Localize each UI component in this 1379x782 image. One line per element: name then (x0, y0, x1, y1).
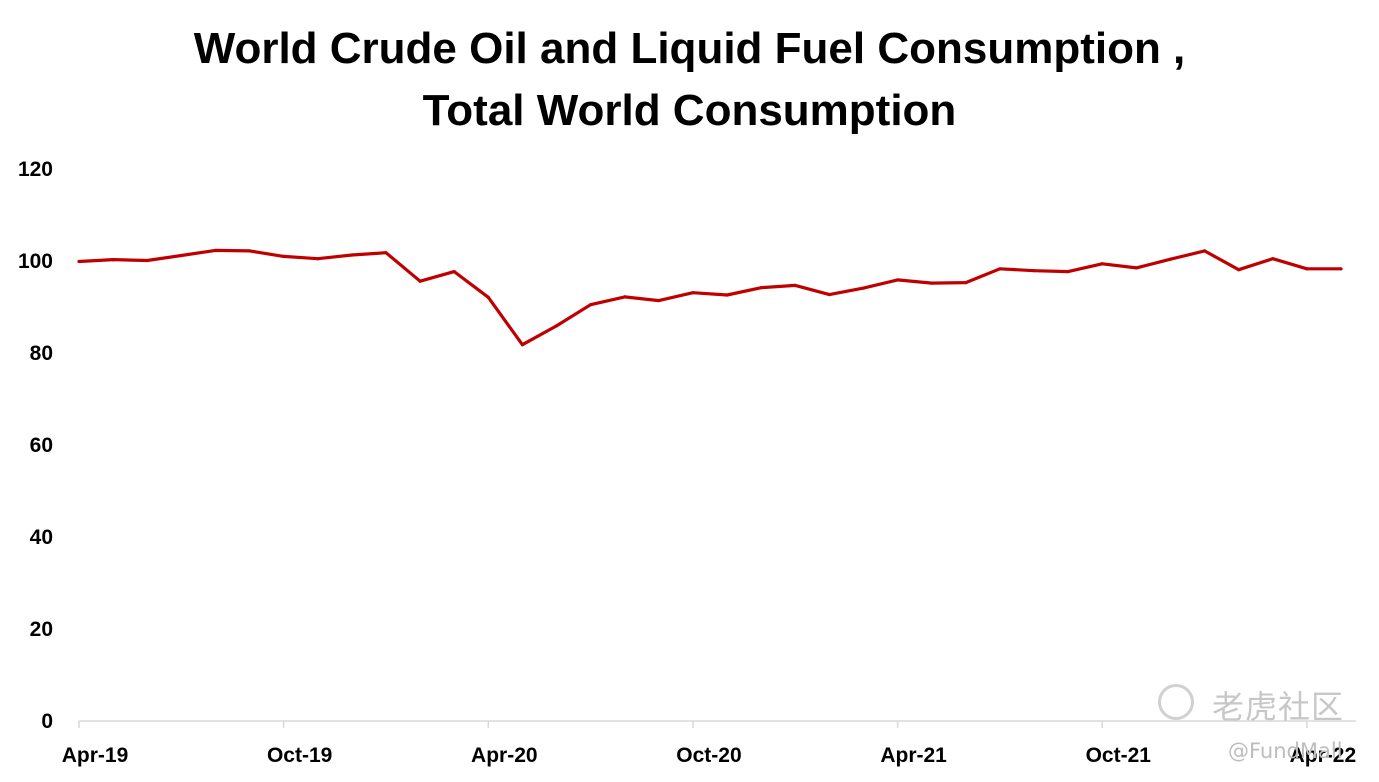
chart-title: World Crude Oil and Liquid Fuel Consumpt… (0, 18, 1379, 142)
data-point (930, 281, 934, 285)
data-point (793, 283, 797, 287)
data-point (964, 281, 968, 285)
data-point (1339, 267, 1343, 271)
x-tick-label: Apr-20 (471, 744, 538, 767)
watermark-brand: 老虎社区 (1212, 688, 1345, 726)
watermark-logo-icon (1158, 684, 1194, 720)
data-point (827, 292, 831, 297)
data-point (418, 279, 422, 283)
data-point (77, 259, 81, 264)
series-points (77, 248, 1343, 347)
y-tick-label: 120 (18, 158, 53, 181)
y-tick-label: 20 (30, 618, 53, 641)
data-point (145, 258, 149, 263)
x-tick-label: Apr-21 (880, 744, 947, 767)
data-point (384, 251, 388, 255)
data-point (316, 257, 320, 261)
data-point (1168, 257, 1173, 261)
data-point (623, 295, 627, 299)
y-axis-ticks: 0 20 40 60 80 100 120 (18, 158, 53, 733)
y-tick-label: 40 (30, 526, 53, 549)
data-point (554, 324, 559, 328)
data-point (589, 303, 593, 307)
chart-title-line-2: Total World Consumption (422, 86, 957, 135)
x-axis-ticks: Apr-19 Oct-19 Apr-20 Oct-20 Apr-21 Oct-21 Apr-… (62, 721, 1356, 767)
data-point (520, 343, 525, 347)
watermark-user: @FundMall (1228, 739, 1343, 763)
data-point (350, 253, 354, 257)
x-tick-label: Apr-22 (1290, 744, 1357, 767)
data-point (1066, 269, 1070, 274)
data-point (1134, 266, 1138, 270)
x-tick-label: Oct-20 (676, 744, 741, 767)
x-tick-label: Oct-21 (1086, 744, 1152, 767)
data-point (759, 286, 763, 290)
data-point (111, 258, 115, 262)
data-point (1237, 268, 1241, 272)
data-point (282, 254, 286, 258)
y-tick-label: 0 (41, 710, 53, 733)
data-point (691, 291, 695, 295)
x-tick-label: Apr-19 (62, 744, 129, 767)
data-point (1032, 269, 1036, 273)
data-point (247, 249, 252, 253)
data-point (861, 286, 866, 290)
data-point (998, 267, 1002, 271)
y-tick-label: 100 (18, 250, 53, 273)
data-point (179, 253, 183, 258)
data-point (1100, 262, 1104, 266)
data-point (213, 248, 218, 253)
data-point (725, 293, 729, 297)
data-point (1202, 249, 1207, 253)
series-line-total-world-consumption (78, 248, 1341, 347)
data-point (895, 278, 900, 282)
chart-title-line-1: World Crude Oil and Liquid Fuel Consumpt… (193, 24, 1186, 73)
x-tick-label: Oct-19 (267, 744, 332, 767)
data-point (452, 269, 456, 274)
data-point (486, 295, 490, 299)
data-point (1271, 257, 1275, 261)
y-tick-label: 80 (30, 342, 53, 365)
y-tick-label: 60 (30, 434, 53, 457)
data-point (1305, 267, 1309, 271)
data-point (657, 298, 661, 303)
